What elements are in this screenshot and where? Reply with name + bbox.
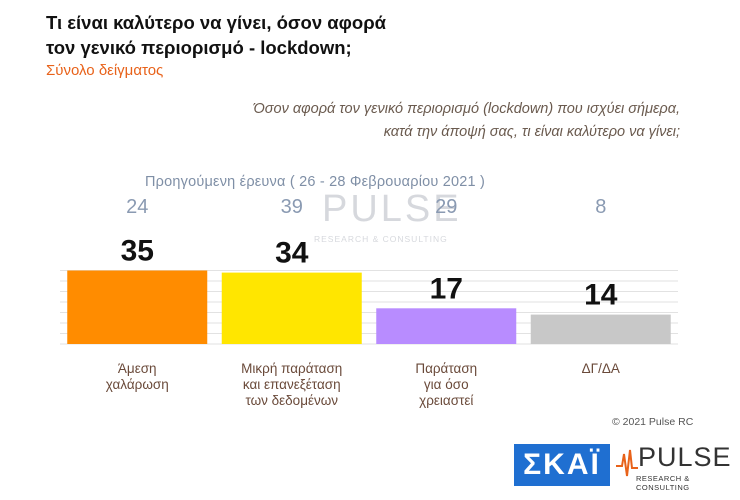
chart-title: Τι είναι καλύτερο να γίνει, όσον αφορά τ… xyxy=(46,10,386,60)
question-line-1: Όσον αφορά τον γενικό περιορισμό (lockdo… xyxy=(253,101,680,117)
bar-2 xyxy=(221,272,362,344)
bar-3 xyxy=(376,308,517,344)
previous-value-2: 39 xyxy=(281,196,303,218)
previous-value-3: 29 xyxy=(435,196,457,218)
category-label-3-line-3: χρειαστεί xyxy=(419,393,473,408)
pulse-wave-icon xyxy=(616,449,638,477)
survey-question: Όσον αφορά τον γενικό περιορισμό (lockdo… xyxy=(160,98,680,144)
watermark-text: PULSE xyxy=(322,188,462,230)
pulse-logo: PULSE RESEARCH & CONSULTING xyxy=(616,440,731,492)
value-label-3: 17 xyxy=(430,272,463,305)
value-label-2: 34 xyxy=(275,237,309,270)
watermark-subtext: RESEARCH & CONSULTING xyxy=(314,234,448,244)
pulse-logo-text: PULSE xyxy=(638,442,732,472)
bar-4 xyxy=(530,314,671,344)
category-label-2-line-1: Μικρή παράταση xyxy=(241,361,342,376)
value-label-4: 14 xyxy=(584,279,618,312)
question-line-2: κατά την άποψή σας, τι είναι καλύτερο να… xyxy=(383,124,680,140)
copyright-text: © 2021 Pulse RC xyxy=(612,416,694,428)
category-label-1-line-1: Άμεση xyxy=(118,361,157,376)
title-line-1: Τι είναι καλύτερο να γίνει, όσον αφορά xyxy=(46,12,387,33)
category-label-2-line-3: των δεδομένων xyxy=(245,393,338,408)
pulse-logo-subtext: RESEARCH & CONSULTING xyxy=(636,474,690,492)
category-label-4-line-1: ΔΓ/ΔΑ xyxy=(582,361,620,376)
previous-value-1: 24 xyxy=(126,196,148,218)
category-label-2-line-2: και επανεξέταση xyxy=(243,377,341,392)
category-label-3-line-1: Παράταση xyxy=(415,361,477,376)
chart-subtitle: Σύνολο δείγματος xyxy=(46,62,164,79)
value-label-1: 35 xyxy=(121,235,154,268)
skai-logo: ΣΚΑΪ xyxy=(514,444,610,486)
bar-1 xyxy=(67,270,208,344)
pulse-watermark: PULSE RESEARCH & CONSULTING xyxy=(292,186,462,248)
previous-survey-label: Προηγούμενη έρευνα ( 26 - 28 Φεβρουαρίου… xyxy=(145,174,486,190)
title-line-2: τον γενικό περιορισμό - lockdown; xyxy=(46,37,352,58)
previous-value-4: 8 xyxy=(595,196,606,218)
category-label-3-line-2: για όσο xyxy=(424,377,469,392)
category-label-1-line-2: χαλάρωση xyxy=(106,377,169,392)
